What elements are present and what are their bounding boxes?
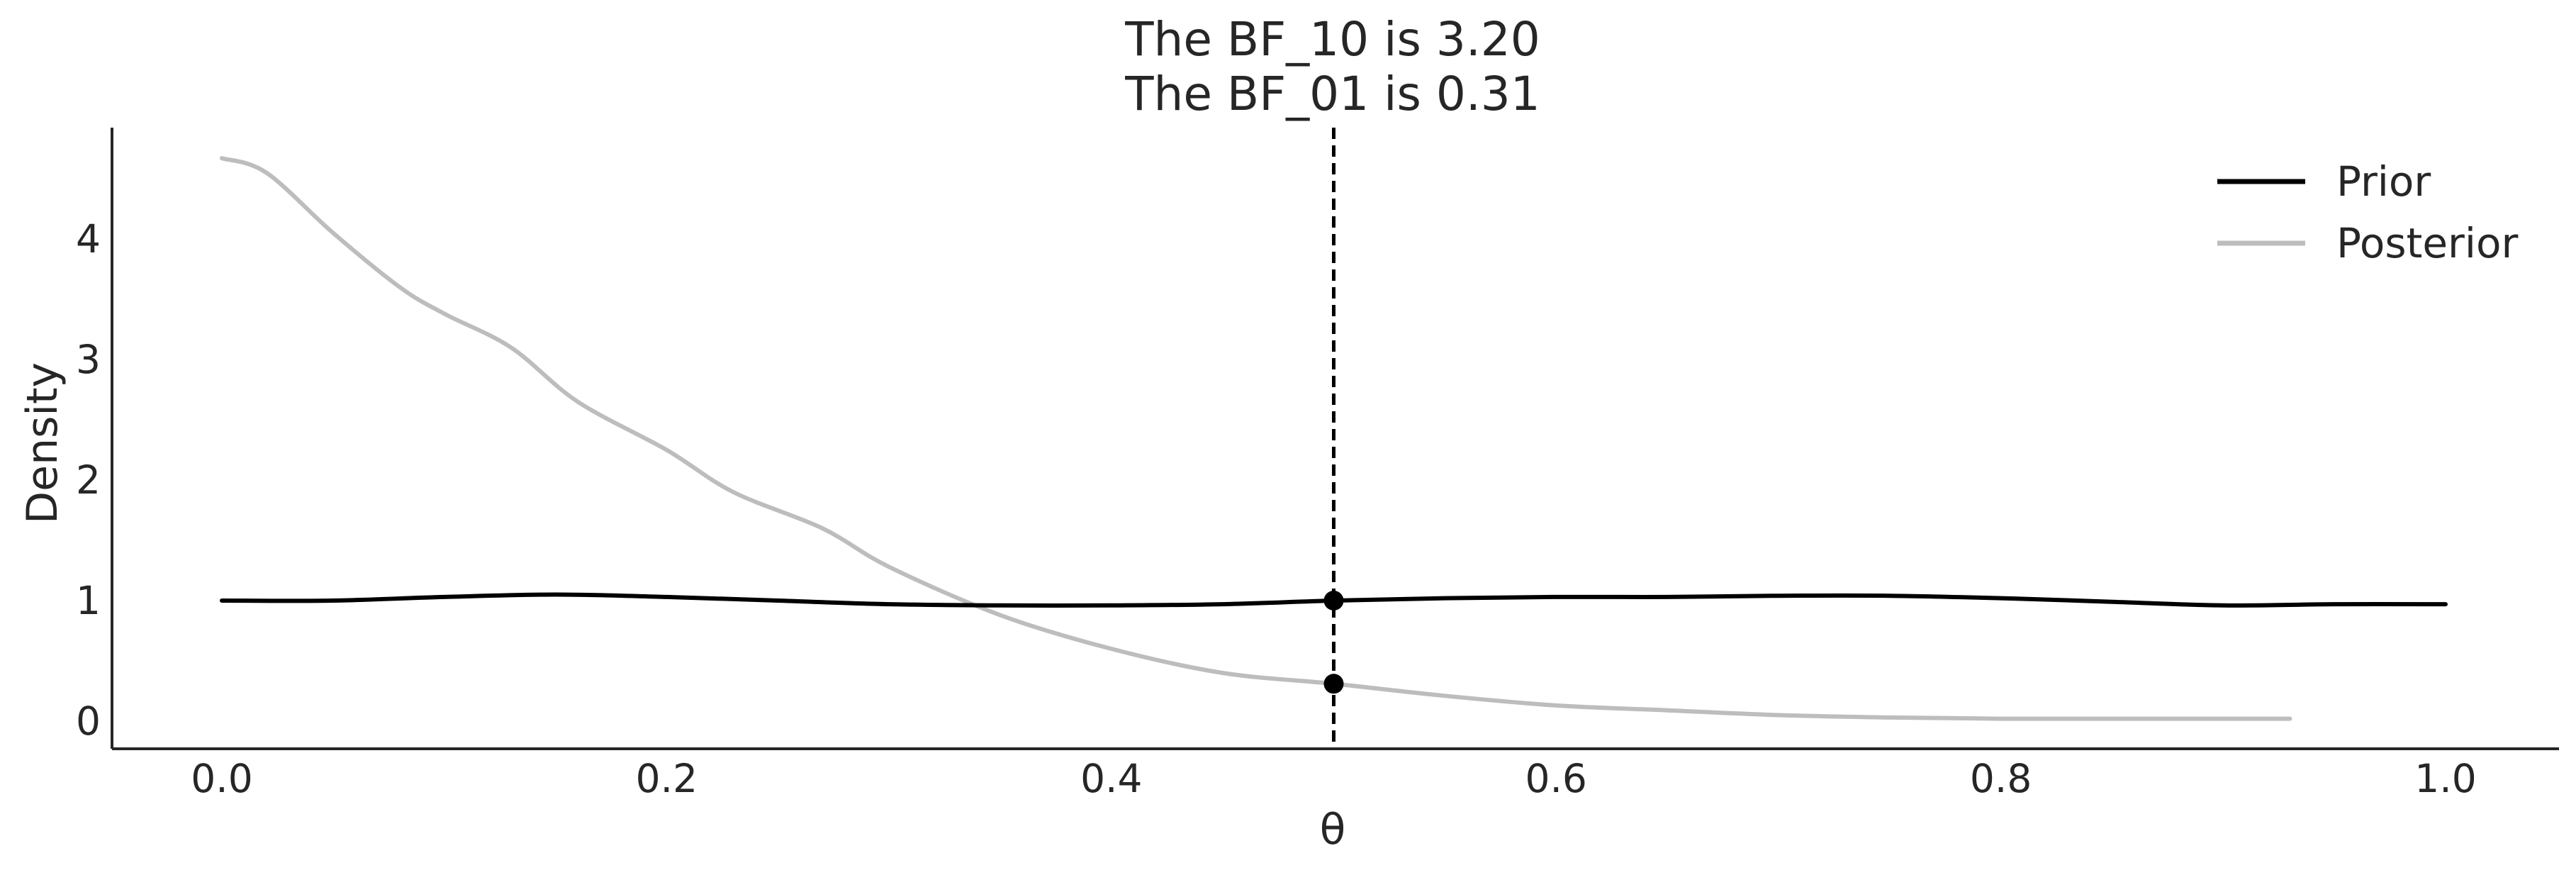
chart-title: The BF_10 is 3.20 — [1124, 12, 1540, 67]
point-posterior-at-reference — [1323, 674, 1344, 694]
y-tick-label: 3 — [76, 337, 101, 382]
x-tick-label: 0.4 — [1080, 756, 1142, 801]
y-tick-label: 0 — [76, 698, 101, 744]
legend: Prior Posterior — [2217, 157, 2518, 267]
chart-subtitle: The BF_01 is 0.31 — [1124, 67, 1540, 121]
legend-label-prior: Prior — [2336, 157, 2431, 206]
x-tick-label: 0.0 — [191, 756, 252, 801]
legend-label-posterior: Posterior — [2336, 219, 2518, 267]
x-tick-label: 0.8 — [1970, 756, 2032, 801]
point-prior-at-reference — [1323, 591, 1344, 611]
x-tick-label: 0.6 — [1525, 756, 1586, 801]
y-axis-label: Density — [18, 362, 67, 524]
y-tick-label: 1 — [76, 578, 101, 623]
y-tick-labels: 0 1 2 3 4 — [76, 216, 101, 744]
y-tick-label: 2 — [76, 457, 101, 503]
x-tick-label: 0.2 — [636, 756, 698, 801]
x-tick-label: 1.0 — [2414, 756, 2476, 801]
x-axis-label: θ — [1320, 805, 1346, 854]
x-tick-labels: 0.0 0.2 0.4 0.6 0.8 1.0 — [191, 756, 2476, 801]
y-tick-label: 4 — [76, 216, 101, 262]
plot-area — [220, 128, 2448, 749]
series-line-posterior — [220, 156, 2292, 721]
